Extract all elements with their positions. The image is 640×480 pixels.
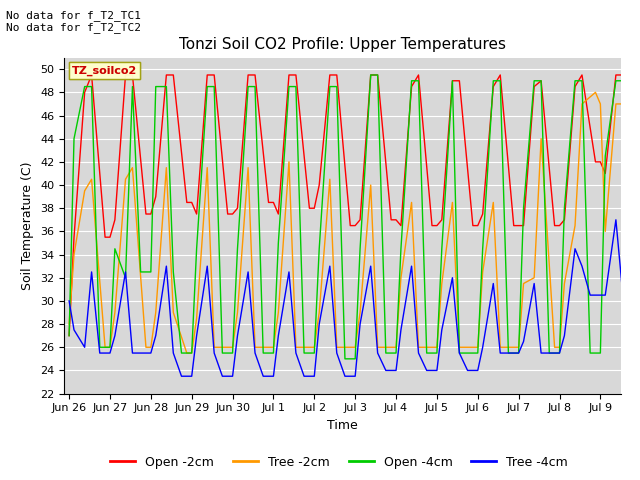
Legend: 	[69, 62, 140, 79]
X-axis label: Time: Time	[327, 419, 358, 432]
Y-axis label: Soil Temperature (C): Soil Temperature (C)	[22, 161, 35, 290]
Text: No data for f_T2_TC1
No data for f_T2_TC2: No data for f_T2_TC1 No data for f_T2_TC…	[6, 10, 141, 33]
Legend: Open -2cm, Tree -2cm, Open -4cm, Tree -4cm: Open -2cm, Tree -2cm, Open -4cm, Tree -4…	[106, 451, 573, 474]
Title: Tonzi Soil CO2 Profile: Upper Temperatures: Tonzi Soil CO2 Profile: Upper Temperatur…	[179, 37, 506, 52]
